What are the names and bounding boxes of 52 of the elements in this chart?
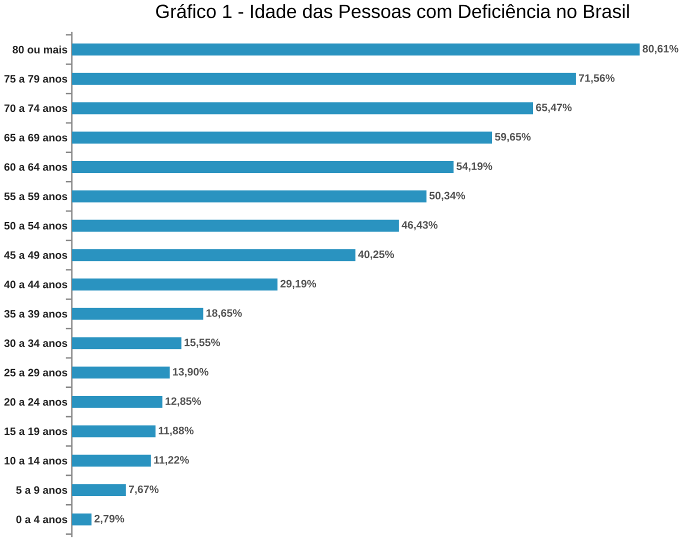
y-tick-label: 65 a 69 anos: [4, 134, 68, 142]
y-tick-label: 35 a 39 anos: [4, 310, 68, 318]
y-tick-label: 60 a 64 anos: [4, 163, 68, 171]
data-label: 2,79%: [94, 514, 124, 524]
data-label: 7,67%: [128, 486, 159, 495]
data-label: 11,22%: [154, 456, 189, 466]
y-tick-label: 10 a 14 anos: [4, 457, 68, 465]
bar: [72, 73, 576, 85]
data-label: 15,55%: [184, 338, 220, 348]
bar: [72, 132, 492, 144]
y-tick-label: 20 a 24 anos: [4, 398, 68, 406]
data-label: 59,65%: [494, 133, 531, 142]
data-label: 54,19%: [456, 162, 492, 172]
bar: [72, 249, 356, 262]
y-tick-label: 25 a 29 anos: [4, 368, 68, 376]
data-label: 65,47%: [536, 104, 572, 113]
y-tick-label: 80 ou mais: [12, 46, 68, 54]
bar: [72, 161, 454, 174]
bar: [72, 44, 640, 56]
bar: [72, 396, 162, 408]
data-label: 46,43%: [402, 221, 438, 230]
bar: [72, 514, 92, 526]
bar: [72, 102, 534, 114]
data-label: 50,34%: [429, 192, 466, 202]
bar: [72, 454, 151, 467]
y-tick-label: 55 a 59 anos: [4, 192, 68, 200]
y-tick-label: 40 a 44 anos: [4, 280, 68, 288]
data-label: 12,85%: [166, 397, 202, 407]
y-tick-label: 70 a 74 anos: [4, 104, 68, 112]
data-label: 71,56%: [579, 74, 615, 84]
bar: [72, 337, 182, 350]
y-tick-label: 15 a 19 anos: [4, 428, 68, 436]
chart-title: Gráfico 1 - Idade das Pessoas com Deficiência no Brasil: [156, 4, 629, 18]
data-label: 13,90%: [173, 368, 208, 378]
data-label: 29,19%: [280, 280, 316, 290]
bar: [72, 220, 399, 232]
y-tick-label: 75 a 79 anos: [4, 75, 68, 83]
bar: [72, 190, 426, 202]
data-label: 11,88%: [158, 426, 194, 436]
bar: [72, 308, 204, 320]
bar: [72, 425, 156, 438]
y-tick-label: 45 a 49 anos: [4, 251, 68, 260]
y-tick-label: 0 a 4 anos: [16, 516, 68, 524]
y-tick-label: 5 a 9 anos: [16, 486, 68, 494]
data-label: 80,61%: [642, 45, 678, 54]
y-tick-label: 50 a 54 anos: [4, 222, 68, 230]
bar: [72, 278, 278, 291]
data-label: 40,25%: [358, 250, 394, 260]
y-tick-label: 30 a 34 anos: [4, 340, 68, 348]
data-label: 18,65%: [206, 309, 242, 319]
bar: [72, 484, 126, 496]
bar: [72, 366, 170, 379]
